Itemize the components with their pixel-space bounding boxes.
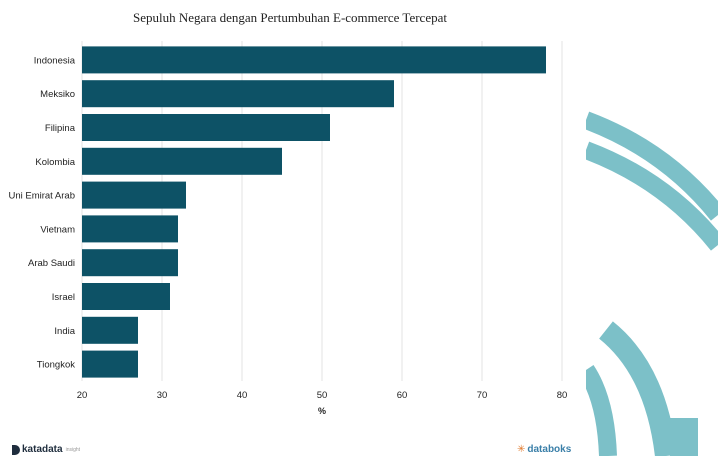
katadata-logo: katadata insight	[12, 444, 80, 455]
bar	[82, 283, 170, 310]
category-label: Israel	[52, 292, 75, 303]
bar-chart: 20 30 40 50 60 70 80 Indonesia Meksiko Filipina Ko…	[8, 41, 568, 416]
katadata-mark-icon	[12, 444, 20, 455]
category-label: Filipina	[45, 123, 76, 134]
bar	[82, 215, 178, 243]
x-tick-label: 60	[397, 390, 408, 401]
x-tick-label: 80	[557, 390, 568, 401]
category-label: Uni Emirat Arab	[8, 191, 75, 202]
bar	[82, 181, 186, 209]
category-label: Tiongkok	[37, 360, 75, 371]
bar	[82, 114, 330, 141]
category-label: Vietnam	[40, 224, 75, 235]
category-label: India	[54, 326, 75, 337]
bar	[82, 316, 138, 344]
databoks-spark-icon: ✳	[517, 444, 526, 455]
databoks-logo-text: databoks	[527, 444, 572, 455]
x-tick-label: 30	[157, 390, 168, 401]
x-axis-label: %	[318, 406, 326, 416]
bar	[82, 80, 394, 108]
chart-title: Sepuluh Negara dengan Pertumbuhan E-comm…	[133, 10, 447, 25]
x-tick-label: 40	[237, 390, 248, 401]
x-tick-label: 70	[477, 390, 488, 401]
category-label: Kolombia	[35, 157, 75, 168]
bar	[82, 147, 282, 175]
bar	[82, 350, 138, 378]
decorative-arcs	[586, 111, 718, 456]
katadata-logo-suffix: insight	[65, 446, 81, 453]
bar	[82, 46, 546, 74]
x-tick-label: 20	[77, 390, 88, 401]
x-tick-label: 50	[317, 390, 328, 401]
katadata-logo-text: katadata	[22, 444, 63, 455]
databoks-logo: ✳ databoks	[517, 444, 571, 455]
category-label: Arab Saudi	[28, 258, 75, 269]
category-label: Indonesia	[34, 55, 76, 66]
category-label: Meksiko	[40, 89, 75, 100]
bar	[82, 249, 178, 277]
